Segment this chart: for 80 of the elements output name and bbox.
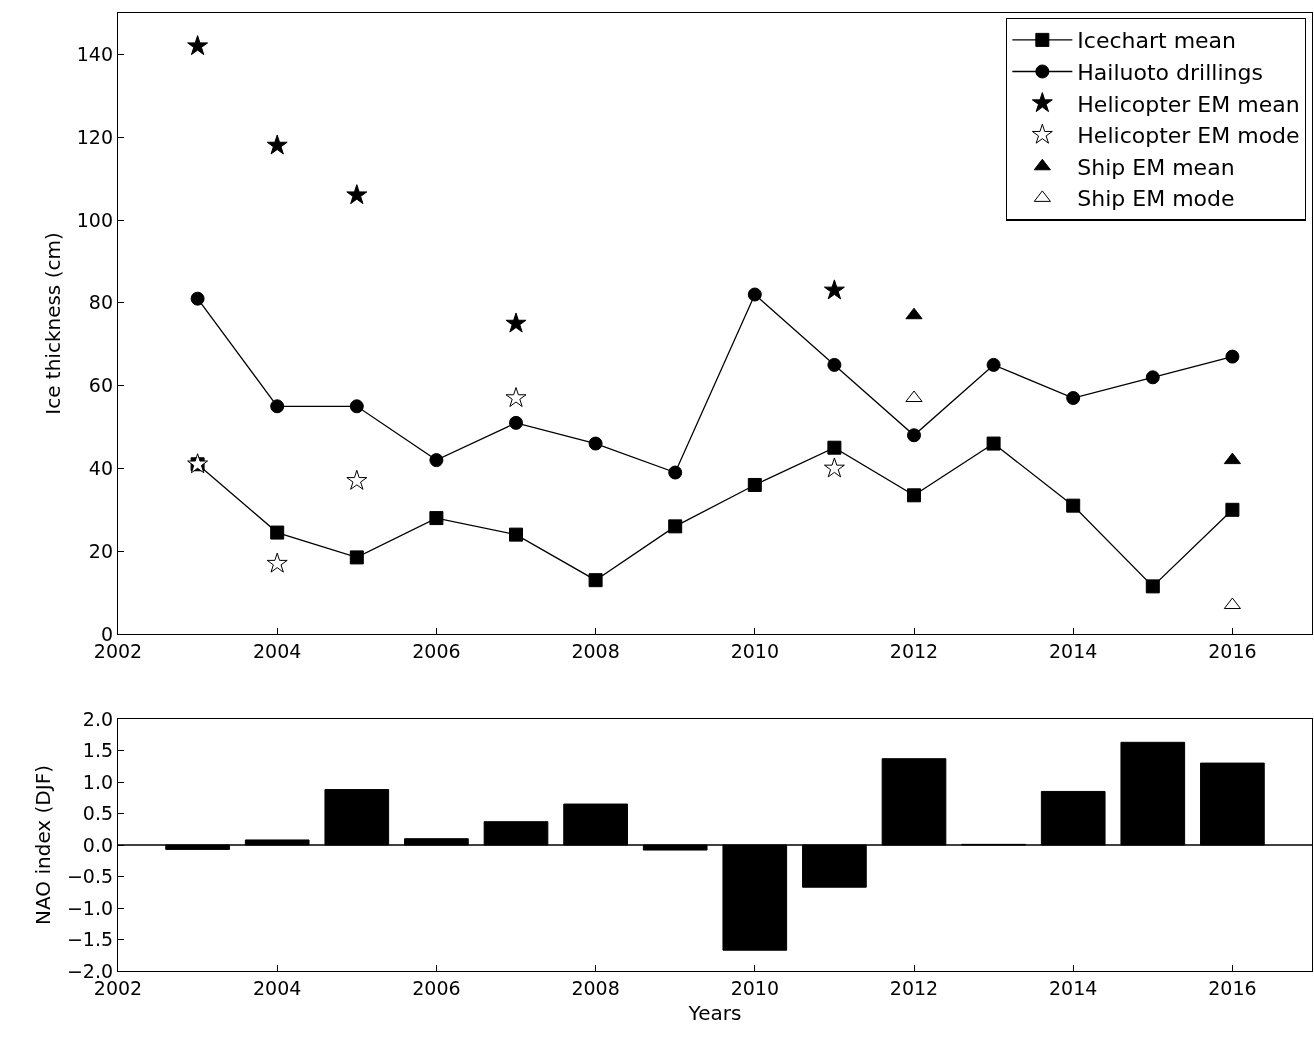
point: [823, 279, 845, 300]
y-tick-label: 2.0: [82, 707, 114, 730]
point: [429, 453, 444, 468]
x-tick-label: 2012: [889, 976, 939, 999]
x-tick-label: 2014: [1049, 639, 1098, 662]
point: [1223, 597, 1241, 610]
point: [509, 527, 523, 542]
point: [907, 488, 921, 503]
point: [588, 573, 603, 588]
point: [1066, 391, 1081, 406]
point: [747, 287, 762, 302]
point: [907, 428, 921, 443]
point: [588, 436, 603, 451]
y-tick-label: −1.0: [66, 896, 114, 919]
y-tick-label: 0.5: [82, 802, 114, 825]
point: [187, 35, 209, 56]
y-tick-label: 20: [88, 539, 114, 562]
point: [1225, 349, 1240, 364]
y-tick-label: 0.0: [82, 833, 114, 856]
x-tick-label: 2008: [571, 639, 620, 662]
y-tick-label: 1.5: [82, 739, 114, 762]
point: [266, 134, 288, 155]
x-tick-label: 2008: [571, 976, 620, 999]
legend-label: Ship EM mode: [1077, 186, 1235, 212]
point: [346, 469, 368, 490]
point: [823, 457, 845, 478]
legend-label: Icechart mean: [1077, 28, 1237, 54]
legend-label: Ship EM mean: [1077, 154, 1235, 180]
point: [266, 552, 288, 573]
point: [429, 511, 444, 526]
legend-label: Helicopter EM mode: [1077, 123, 1300, 149]
point: [905, 390, 923, 403]
point: [346, 184, 368, 205]
point: [668, 519, 683, 534]
y-axis-title: Ice thickness (cm): [41, 232, 66, 415]
y-tick-label: 40: [88, 457, 114, 480]
point: [986, 436, 1001, 451]
point: [668, 465, 683, 480]
point: [905, 307, 923, 320]
point: [1145, 370, 1160, 385]
x-tick-label: 2016: [1208, 639, 1257, 662]
x-tick-label: 2010: [730, 976, 779, 999]
y-tick-label: 0: [100, 622, 114, 645]
point: [986, 357, 1001, 372]
x-tick-label: 2014: [1049, 976, 1098, 999]
x-axis-title: Years: [687, 1001, 742, 1026]
point: [270, 399, 285, 414]
legend-label: Helicopter EM mean: [1077, 91, 1300, 117]
point: [505, 312, 527, 333]
y-tick-label: −0.5: [66, 865, 114, 888]
point: [827, 357, 842, 372]
point: [505, 387, 527, 408]
point: [349, 550, 364, 565]
y-tick-label: −1.5: [66, 928, 114, 951]
x-tick-label: 2006: [412, 976, 461, 999]
x-tick-label: 2006: [412, 639, 461, 662]
y-tick-label: 60: [88, 374, 114, 397]
point: [1066, 498, 1081, 513]
point: [270, 525, 285, 540]
legend-label: Hailuoto drillings: [1077, 60, 1263, 86]
point: [1223, 452, 1241, 465]
point: [509, 415, 523, 430]
point: [827, 440, 842, 455]
x-tick-label: 2016: [1208, 976, 1257, 999]
point: [747, 477, 762, 492]
y-tick-label: 100: [76, 208, 114, 231]
x-tick-label: 2010: [730, 639, 779, 662]
point: [349, 399, 364, 414]
point: [1225, 502, 1240, 517]
y-tick-label: 1.0: [82, 770, 114, 793]
x-tick-label: 2012: [889, 639, 939, 662]
y-axis-title: NAO index (DJF): [31, 765, 56, 925]
y-tick-label: 120: [76, 125, 114, 148]
y-tick-label: 80: [88, 291, 114, 314]
y-tick-label: 140: [76, 43, 114, 66]
point: [1145, 579, 1160, 594]
x-tick-label: 2004: [253, 976, 302, 999]
point: [190, 291, 205, 306]
y-tick-label: −2.0: [66, 959, 114, 982]
x-tick-label: 2004: [253, 639, 302, 662]
